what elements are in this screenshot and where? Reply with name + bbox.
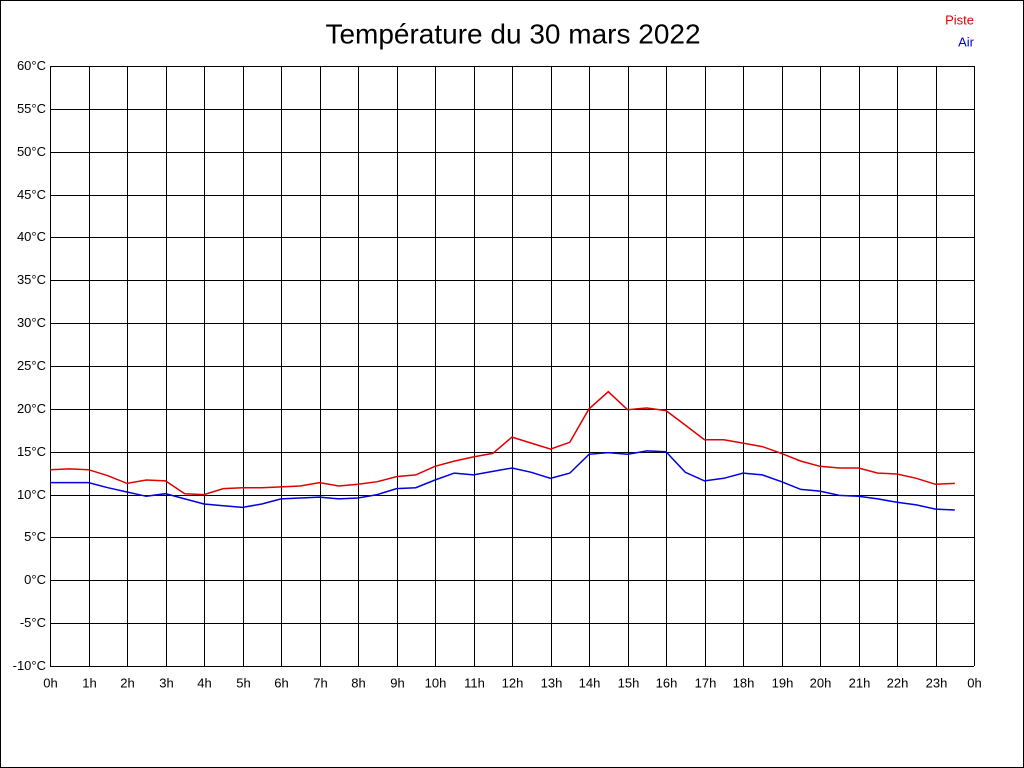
x-tick-label: 15h xyxy=(618,675,640,690)
y-tick-label: -10°C xyxy=(13,658,46,673)
legend-entry: Air xyxy=(958,34,975,49)
x-tick-label: 4h xyxy=(197,675,211,690)
x-tick-label: 17h xyxy=(695,675,717,690)
y-tick-label: 50°C xyxy=(17,144,46,159)
y-tick-label: 55°C xyxy=(17,101,46,116)
y-tick-label: 30°C xyxy=(17,315,46,330)
x-tick-label: 13h xyxy=(541,675,563,690)
y-tick-label: -5°C xyxy=(20,615,46,630)
x-tick-label: 3h xyxy=(159,675,173,690)
x-tick-label: 20h xyxy=(810,675,832,690)
line-series xyxy=(49,390,955,496)
y-tick-label: 0°C xyxy=(24,572,46,587)
y-tick-label: 25°C xyxy=(17,358,46,373)
x-tick-label: 7h xyxy=(313,675,327,690)
x-tick-label: 18h xyxy=(733,675,755,690)
x-tick-label: 5h xyxy=(236,675,250,690)
x-tick-label: 1h xyxy=(82,675,96,690)
chart-title: Température du 30 mars 2022 xyxy=(325,18,700,49)
x-tick-label: 22h xyxy=(887,675,909,690)
y-tick-label: 60°C xyxy=(17,58,46,73)
y-tick-label: 5°C xyxy=(24,529,46,544)
x-tick-label: 12h xyxy=(502,675,524,690)
line-series xyxy=(50,450,955,511)
y-tick-label: 20°C xyxy=(17,401,46,416)
y-tick-label: 15°C xyxy=(17,444,46,459)
x-tick-label: 23h xyxy=(926,675,948,690)
legend-entry: Piste xyxy=(945,12,974,27)
x-tick-label: 0h xyxy=(967,675,981,690)
x-tick-label: 8h xyxy=(351,675,365,690)
x-tick-label: 21h xyxy=(849,675,871,690)
x-tick-label: 14h xyxy=(579,675,601,690)
y-tick-label: 10°C xyxy=(17,487,46,502)
x-tick-label: 16h xyxy=(656,675,678,690)
x-tick-label: 0h xyxy=(43,675,57,690)
y-tick-label: 35°C xyxy=(17,272,46,287)
x-tick-label: 19h xyxy=(772,675,794,690)
y-tick-label: 40°C xyxy=(17,229,46,244)
x-tick-label: 6h xyxy=(274,675,288,690)
x-tick-label: 10h xyxy=(425,675,447,690)
y-tick-label: 45°C xyxy=(17,187,46,202)
x-tick-label: 11h xyxy=(464,675,485,690)
x-tick-label: 9h xyxy=(390,675,404,690)
x-tick-label: 2h xyxy=(120,675,134,690)
